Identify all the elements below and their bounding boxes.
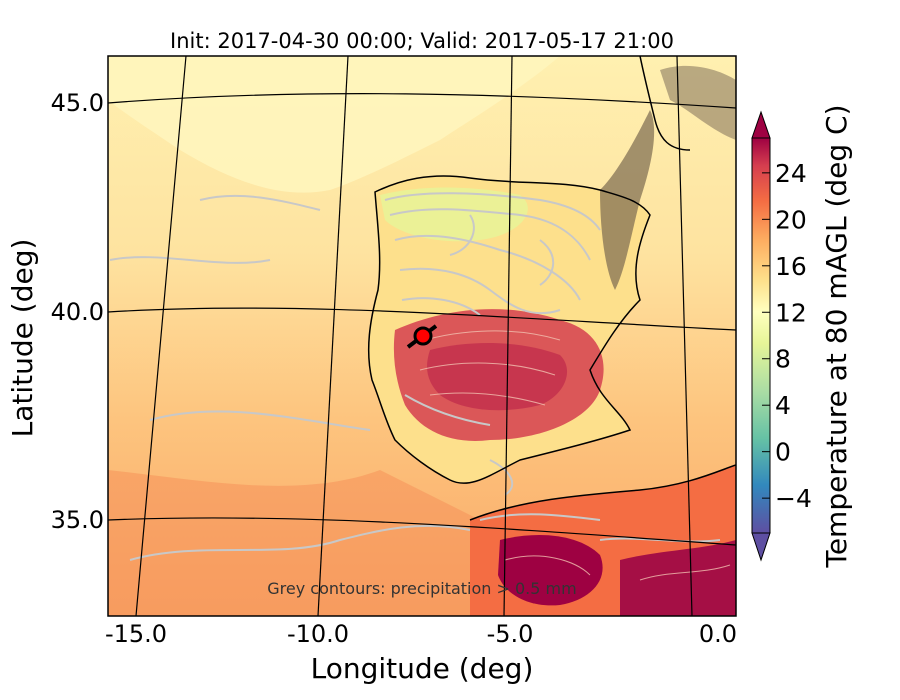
x-axis-label: Longitude (deg) bbox=[311, 652, 534, 685]
plot-frame bbox=[107, 55, 737, 617]
map-panel: Grey contours: precipitation > 0.5 mm bbox=[108, 56, 736, 616]
y-axis-label: Latitude (deg) bbox=[6, 239, 39, 438]
colorbar-tick-label: 12 bbox=[775, 298, 807, 327]
temp-contours bbox=[409, 330, 731, 581]
colorbar-frame bbox=[751, 137, 771, 534]
y-tick-label: 35.0 bbox=[51, 506, 104, 534]
figure-title: Init: 2017-04-30 00:00; Valid: 2017-05-1… bbox=[170, 29, 674, 53]
x-tick-label: 0.0 bbox=[699, 620, 737, 648]
y-axis: 45.0 40.0 35.0 bbox=[51, 89, 104, 534]
north-cool-region bbox=[380, 187, 528, 242]
alps-relief bbox=[660, 65, 736, 140]
colorbar-tick-label: −4 bbox=[775, 484, 812, 513]
colorbar-gradient bbox=[752, 138, 770, 533]
graticule bbox=[108, 56, 736, 616]
precip-note: Grey contours: precipitation > 0.5 mm bbox=[267, 579, 576, 598]
africa-hot-core bbox=[498, 535, 603, 606]
x-tick-label: -5.0 bbox=[487, 620, 534, 648]
warm-sea-south bbox=[108, 470, 480, 616]
colorbar-tick-label: 4 bbox=[775, 391, 791, 420]
coastline-africa bbox=[469, 464, 736, 521]
colorbar-tick-label: 24 bbox=[775, 159, 807, 188]
coastline-france bbox=[639, 56, 691, 151]
colorbar-tick-label: 8 bbox=[775, 345, 791, 374]
cool-sea-region bbox=[108, 56, 560, 193]
colorbar-ticks: 24 20 16 12 8 4 0 −4 bbox=[762, 159, 812, 513]
mountain-relief bbox=[600, 110, 655, 290]
y-tick-label: 45.0 bbox=[51, 89, 104, 117]
x-axis: -15.0 -10.0 -5.0 0.0 bbox=[105, 620, 737, 648]
colorbar-tick-label: 20 bbox=[775, 205, 807, 234]
colorbar-tick-label: 16 bbox=[775, 252, 807, 281]
colorbar-min-arrow bbox=[751, 532, 771, 562]
coastline-iberia bbox=[367, 175, 651, 484]
colorbar: 24 20 16 12 8 4 0 −4 Temperature at 80 mAGL (de… bbox=[751, 104, 853, 569]
colorbar-max-arrow bbox=[751, 110, 771, 139]
y-tick-label: 40.0 bbox=[51, 298, 104, 326]
colorbar-label: Temperature at 80 mAGL (deg C) bbox=[820, 104, 853, 568]
x-tick-label: -10.0 bbox=[287, 620, 349, 648]
colorbar-tick-label: 0 bbox=[775, 438, 791, 467]
location-marker bbox=[406, 324, 438, 349]
africa-hot-east bbox=[620, 540, 736, 616]
x-tick-label: -15.0 bbox=[105, 620, 167, 648]
